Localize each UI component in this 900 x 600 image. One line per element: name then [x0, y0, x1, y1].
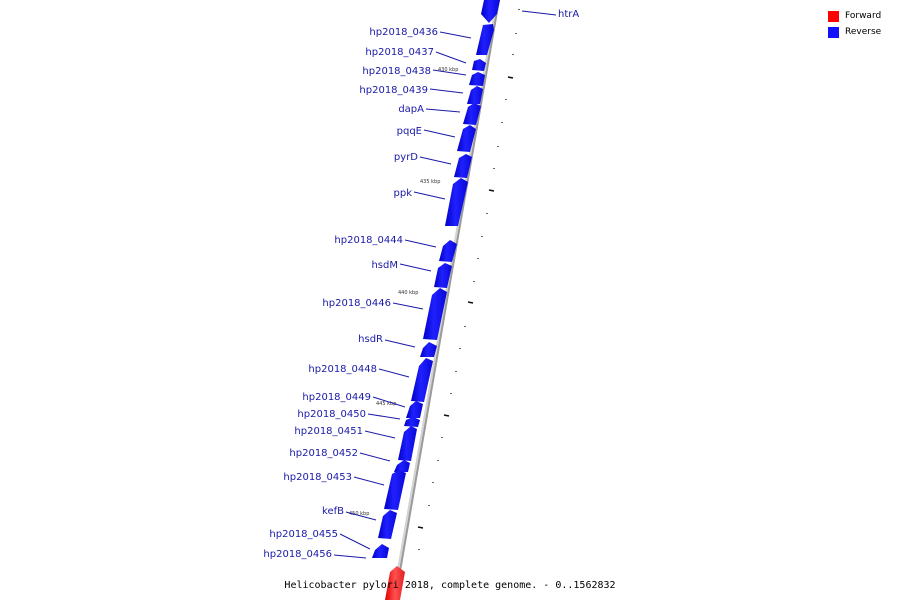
gene-arrow-hp2018-0449[interactable]	[406, 401, 423, 418]
gene-arrow-hp2018-0438[interactable]	[469, 72, 485, 86]
gene-label: hsdR	[358, 334, 383, 345]
gene-arrow-pqqE[interactable]	[457, 125, 476, 152]
gene-arrow-htrA[interactable]	[481, 0, 500, 23]
reverse-swatch	[828, 26, 839, 38]
gene-arrow-hp2018-0451[interactable]	[398, 426, 417, 461]
tick-label: 435 kbp	[420, 179, 440, 185]
legend-forward-label: Forward	[845, 11, 882, 21]
gene-label: dapA	[398, 104, 424, 115]
tick-labels: 430 kbp 435 kbp 440 kbp 445 kbp 450 kbp	[349, 67, 458, 517]
gene-arrow-hp2018-0446[interactable]	[423, 288, 447, 340]
forward-swatch	[828, 10, 839, 22]
gene-arrow-hsdR[interactable]	[420, 342, 437, 357]
gene-label: hp2018_0437	[365, 47, 434, 58]
gene-arrow-hp2018-0452[interactable]	[394, 460, 410, 472]
gene-label: hsdM	[371, 260, 398, 271]
gene-label: hp2018_0456	[263, 549, 332, 560]
gene-label: pyrD	[394, 152, 418, 163]
gene-label: hp2018_0444	[334, 235, 403, 246]
gene-arrow-forward[interactable]	[385, 566, 405, 600]
major-tick-track	[417, 76, 514, 529]
gene-arrow-hp2018-0444[interactable]	[439, 240, 457, 262]
tick-label: 450 kbp	[349, 511, 369, 517]
gene-label: htrA	[558, 9, 579, 20]
gene-label: hp2018_0450	[297, 409, 366, 420]
legend-reverse-label: Reverse	[845, 27, 882, 37]
minor-tick-track	[418, 9, 520, 550]
gene-features	[372, 0, 500, 600]
gene-arrow-hp2018-0450[interactable]	[404, 417, 420, 427]
leader-lines	[333, 10, 557, 559]
gene-label: hp2018_0449	[302, 392, 371, 403]
gene-arrow-pyrD[interactable]	[454, 154, 472, 178]
gene-labels: htrA hp2018_0436 hp2018_0437 hp2018_0438…	[263, 9, 579, 560]
gene-arrow-kefB[interactable]	[378, 510, 397, 539]
gene-label: hp2018_0438	[362, 66, 431, 77]
gene-label: hp2018_0436	[369, 27, 438, 38]
tick-label: 440 kbp	[398, 290, 418, 296]
gene-label: hp2018_0439	[359, 85, 428, 96]
legend-item-reverse: Reverse	[828, 24, 892, 40]
gene-label: ppk	[394, 188, 413, 199]
gene-label: hp2018_0452	[289, 448, 358, 459]
gene-label: hp2018_0453	[283, 472, 352, 483]
genome-caption: Helicobacter pylori 2018, complete genom…	[284, 580, 615, 591]
gene-label: hp2018_0446	[322, 298, 391, 309]
gene-arrow-hp2018-0439[interactable]	[467, 86, 483, 104]
gene-label: hp2018_0455	[269, 529, 338, 540]
gene-label: pqqE	[397, 126, 422, 137]
gene-arrow-dapA[interactable]	[463, 103, 481, 125]
gene-arrow-hp2018-0453[interactable]	[384, 470, 406, 510]
gene-arrow-hsdM[interactable]	[434, 263, 452, 288]
legend: Forward Reverse	[828, 8, 892, 40]
gene-label: kefB	[322, 506, 344, 517]
gene-arrow-ppk[interactable]	[445, 178, 468, 226]
gene-label: hp2018_0448	[308, 364, 377, 375]
gene-arrow-hp2018-0436[interactable]	[476, 24, 494, 55]
gene-arrow-hp2018-0448[interactable]	[411, 358, 433, 402]
legend-item-forward: Forward	[828, 8, 892, 24]
gene-label: hp2018_0451	[294, 426, 363, 437]
gene-arrow-hp2018-0455[interactable]	[372, 544, 389, 558]
tick-label: 430 kbp	[438, 67, 458, 73]
gene-arrow-hp2018-0437[interactable]	[472, 59, 486, 71]
tick-label: 445 kbp	[376, 401, 396, 407]
